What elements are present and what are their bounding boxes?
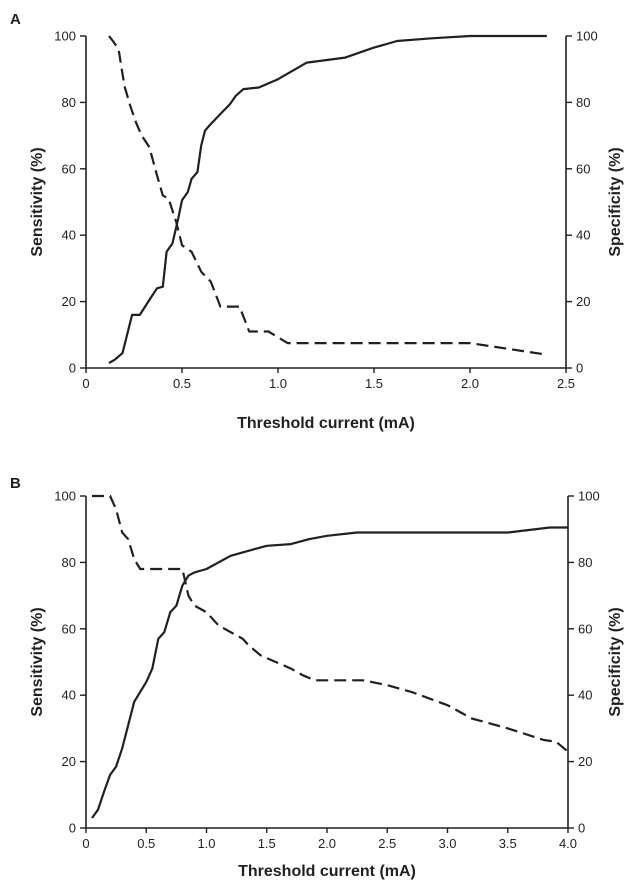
left-y-tick-label: 80: [62, 95, 76, 110]
x-tick-label: 2.5: [378, 836, 396, 851]
left-y-tick-label: 100: [54, 29, 76, 44]
x-axis-title: Threshold current (mA): [238, 863, 416, 880]
specificity-line: [92, 494, 569, 753]
x-tick-label: 0: [82, 836, 89, 851]
right-y-tick-label: 60: [578, 621, 592, 636]
right-y-tick-label: 100: [578, 489, 600, 504]
right-y-tick-label: 0: [578, 821, 585, 836]
x-tick-label: 2.0: [461, 376, 479, 391]
left-y-tick-label: 80: [62, 555, 76, 570]
x-tick-label: 1.0: [269, 376, 287, 391]
right-y-tick-label: 20: [578, 754, 592, 769]
left-y-tick-label: 60: [62, 621, 76, 636]
right-y-tick-label: 40: [576, 228, 590, 243]
specificity-line: [108, 35, 547, 356]
left-y-tick-label: 100: [54, 489, 76, 504]
x-tick-label: 2.5: [557, 376, 575, 391]
right-y-tick-label: 100: [576, 29, 598, 44]
x-tick-label: 0.5: [173, 376, 191, 391]
x-tick-label: 4.0: [559, 836, 577, 851]
right-y-axis-title: Specificity (%): [607, 147, 624, 256]
x-tick-label: 1.0: [197, 836, 215, 851]
chart-panel-a: A0 0.5 1.0 1.5 2.0 2.502040608010002040608010…: [10, 11, 624, 432]
panel-letter: A: [10, 11, 21, 28]
sensitivity-line: [108, 34, 547, 364]
x-tick-label: 3.5: [499, 836, 517, 851]
x-axis-title: Threshold current (mA): [237, 415, 415, 432]
left-y-axis-title: Sensitivity (%): [29, 607, 46, 716]
left-y-tick-label: 0: [69, 361, 76, 376]
left-y-axis-title: Sensitivity (%): [29, 147, 46, 256]
x-tick-label: 0.5: [137, 836, 155, 851]
right-y-tick-label: 40: [578, 688, 592, 703]
left-y-tick-label: 40: [62, 688, 76, 703]
x-tick-label: 3.0: [438, 836, 456, 851]
right-y-tick-label: 20: [576, 294, 590, 309]
panel-letter: B: [10, 475, 21, 492]
right-y-tick-label: 60: [576, 161, 590, 176]
left-y-tick-label: 40: [62, 228, 76, 243]
x-tick-label: 0: [82, 376, 89, 391]
x-tick-label: 1.5: [365, 376, 383, 391]
left-y-tick-label: 0: [69, 821, 76, 836]
sensitivity-line: [91, 526, 568, 819]
right-y-axis-title: Specificity (%): [607, 607, 624, 716]
right-y-tick-label: 80: [576, 95, 590, 110]
left-y-tick-label: 60: [62, 161, 76, 176]
chart-panel-b: B0 0.5 1.0 1.5 2.0 2.5 3.0 3.5 4.002040608010002…: [10, 475, 624, 880]
left-y-tick-label: 20: [62, 294, 76, 309]
x-tick-label: 2.0: [318, 836, 336, 851]
right-y-tick-label: 0: [576, 361, 583, 376]
x-tick-label: 1.5: [258, 836, 276, 851]
left-y-tick-label: 20: [62, 754, 76, 769]
right-y-tick-label: 80: [578, 555, 592, 570]
